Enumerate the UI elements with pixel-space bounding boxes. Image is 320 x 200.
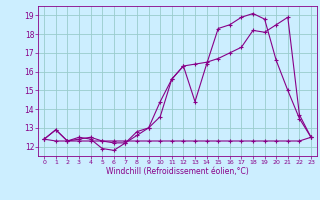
X-axis label: Windchill (Refroidissement éolien,°C): Windchill (Refroidissement éolien,°C): [106, 167, 249, 176]
